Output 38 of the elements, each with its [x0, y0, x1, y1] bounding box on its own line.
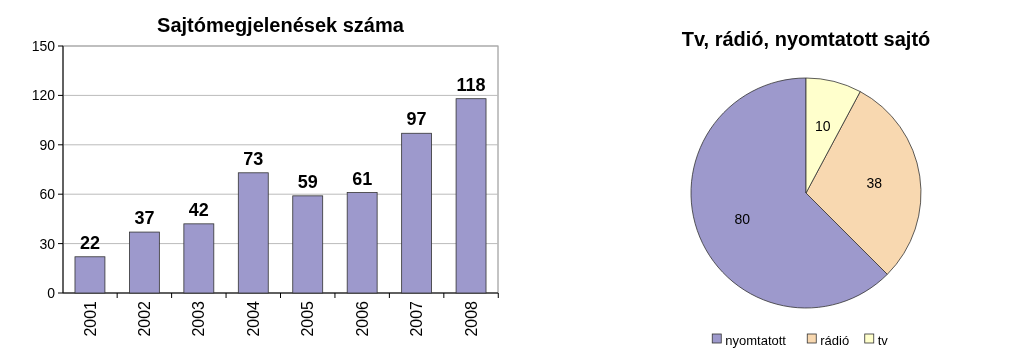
bar	[401, 132, 432, 294]
y-tick-label: 60	[39, 186, 56, 203]
bar	[237, 172, 269, 294]
bar	[346, 192, 378, 294]
y-tick-label: 120	[31, 87, 56, 104]
legend-label: tv	[877, 332, 889, 348]
y-tick-label: 150	[31, 37, 56, 54]
y-tick-label: 90	[39, 136, 56, 153]
x-tick-label: 2006	[353, 300, 371, 337]
chart-title: Sajtómegjelenések száma	[157, 14, 405, 36]
bar	[455, 98, 487, 294]
y-tick-label: 30	[39, 235, 56, 252]
y-tick-label: 0	[47, 284, 56, 301]
data-label: 10	[814, 117, 831, 134]
x-tick-label: 2002	[135, 300, 153, 337]
data-label: 80	[734, 211, 751, 228]
legend-label: nyomtatott	[725, 332, 787, 348]
x-tick-label: 2003	[190, 300, 208, 337]
legend-label: rádió	[820, 332, 850, 348]
data-label: 61	[352, 168, 373, 189]
bar	[183, 223, 215, 294]
data-label: 38	[866, 174, 883, 191]
data-label: 22	[79, 232, 100, 253]
data-label: 118	[456, 74, 486, 95]
chart-title: Tv, rádió, nyomtatott sajtó	[681, 28, 931, 50]
data-label: 42	[188, 199, 209, 220]
bar	[292, 195, 324, 294]
x-tick-label: 2004	[244, 300, 262, 337]
bar	[129, 231, 160, 294]
x-tick-label: 2007	[408, 300, 426, 337]
x-tick-label: 2008	[462, 300, 480, 337]
bar	[74, 256, 106, 294]
data-label: 59	[297, 171, 318, 192]
x-tick-label: 2001	[81, 300, 99, 337]
x-tick-label: 2005	[299, 300, 317, 337]
data-label: 37	[134, 208, 155, 229]
data-label: 97	[406, 109, 427, 130]
data-label: 73	[243, 148, 264, 169]
